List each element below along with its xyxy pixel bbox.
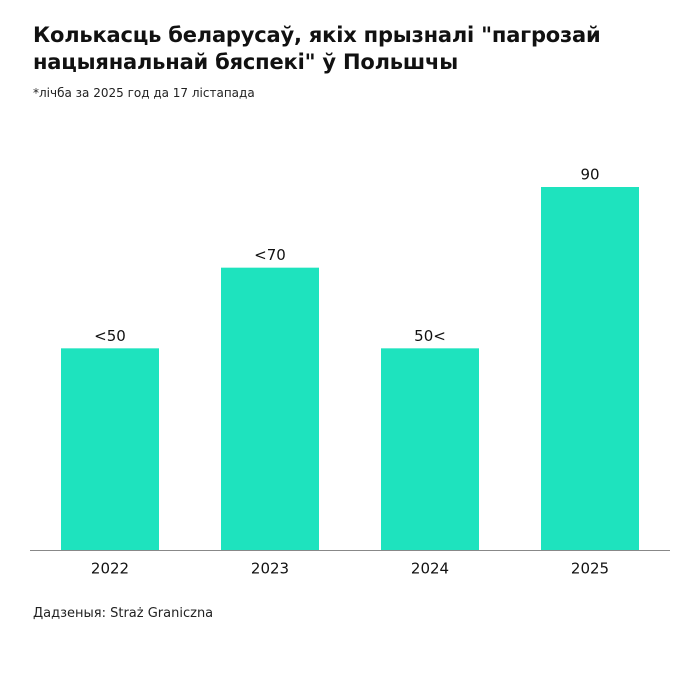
chart-subtitle: *лічба за 2025 год да 17 лістапада — [33, 86, 255, 100]
x-tick-label: 2025 — [571, 560, 609, 578]
value-label: <50 — [94, 327, 126, 345]
value-label: 90 — [580, 166, 599, 184]
bar — [381, 348, 479, 550]
bar — [61, 348, 159, 550]
x-tick-label: 2022 — [91, 560, 129, 578]
source: Дадзеныя: Straż Graniczna — [33, 606, 214, 621]
bar — [541, 187, 639, 550]
chart: 2022 <50 2023 <70 2024 50< 2025 90 — [30, 166, 670, 578]
value-label: 50< — [414, 327, 446, 345]
x-tick-label: 2024 — [411, 560, 449, 578]
bar — [221, 267, 319, 550]
value-label: <70 — [254, 246, 286, 264]
chart-title: Колькасць беларусаў, якіх прызналі "пагр… — [33, 23, 601, 74]
x-tick-label: 2023 — [251, 560, 289, 578]
